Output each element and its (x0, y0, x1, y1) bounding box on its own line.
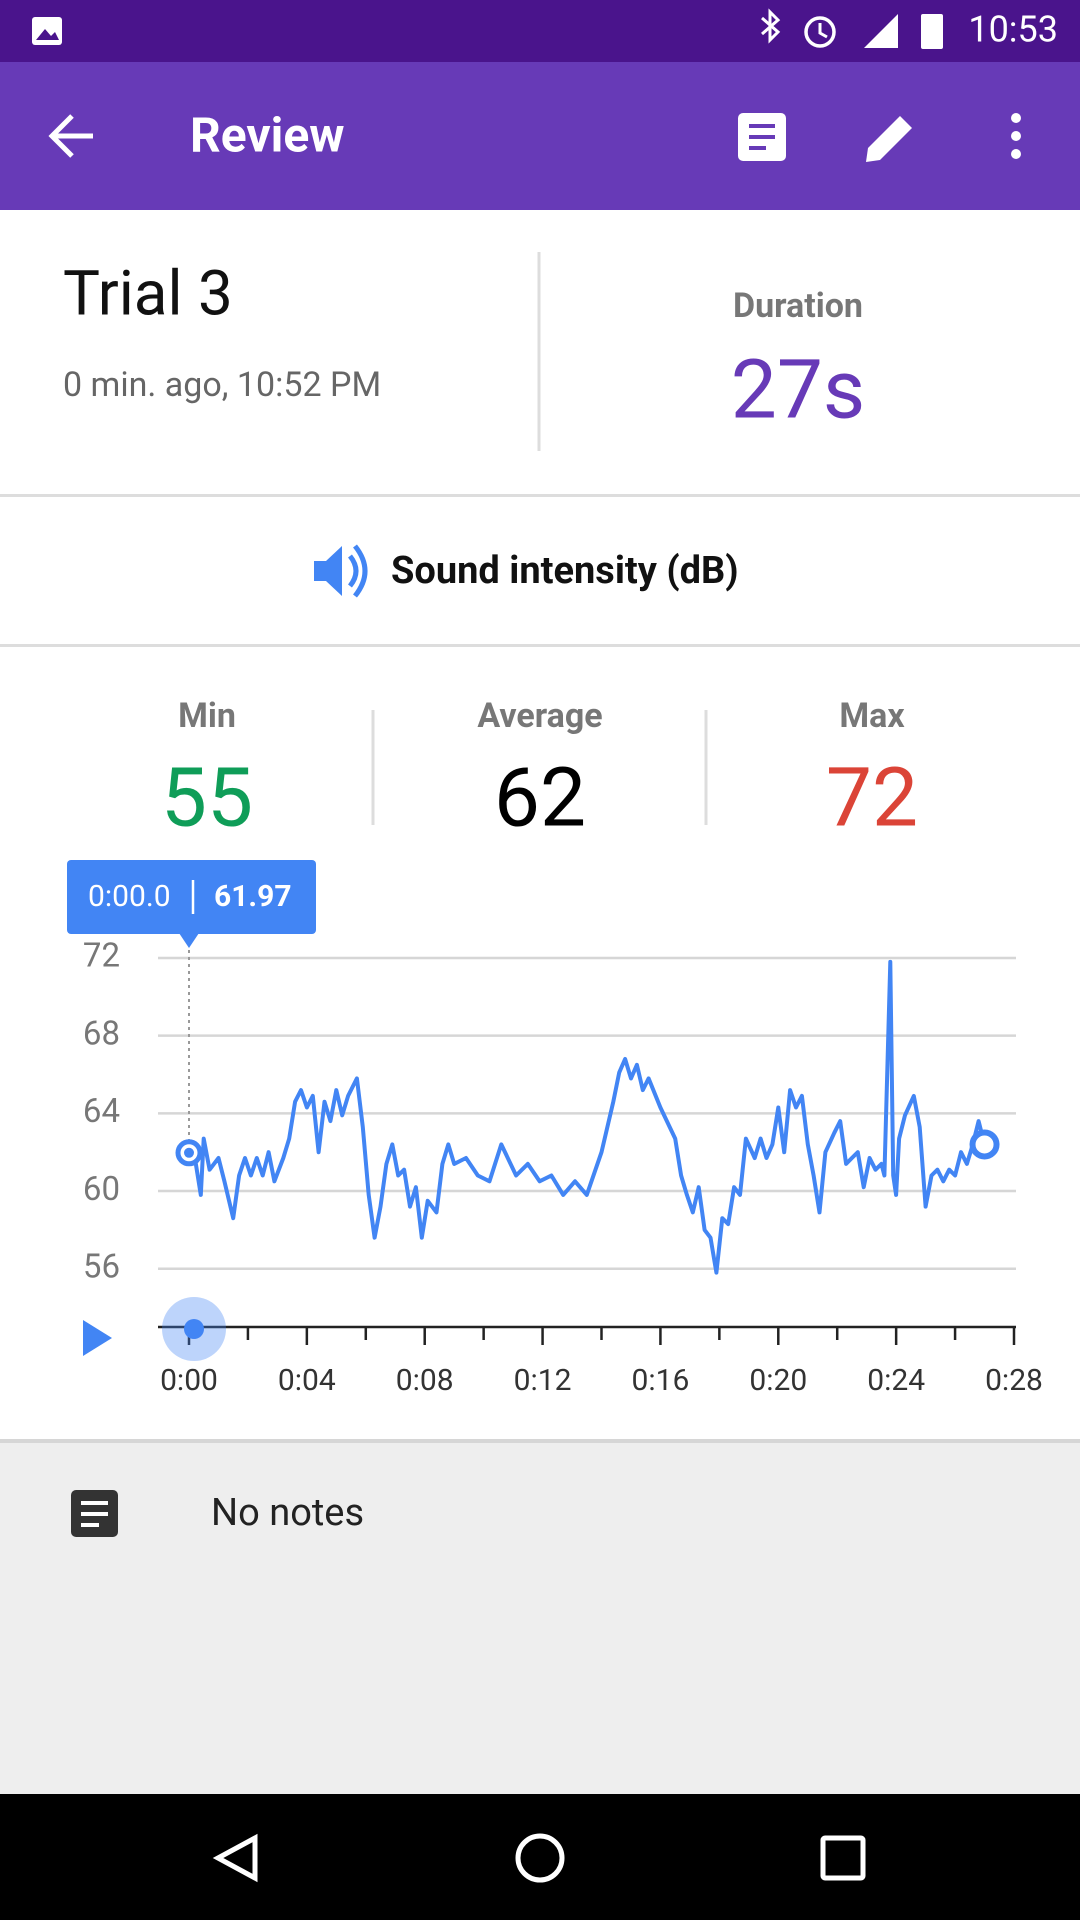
stat-value: 55 (161, 751, 253, 847)
tooltip-value: 61.97 (214, 879, 292, 914)
tooltip-pointer (179, 933, 199, 948)
tooltip-box (67, 860, 316, 934)
y-tick-label: 60 (83, 1170, 120, 1209)
image-icon (32, 17, 62, 45)
y-tick-label: 56 (83, 1247, 120, 1286)
status-time: 10:53 (968, 9, 1058, 51)
bluetooth-icon (761, 8, 781, 44)
y-tick-label: 68 (83, 1014, 120, 1053)
x-tick-label: 0:12 (514, 1363, 572, 1398)
play-button[interactable] (83, 1320, 112, 1356)
speaker-icon (314, 544, 368, 598)
app-title: Review (190, 107, 345, 164)
x-tick-label: 0:28 (985, 1363, 1043, 1398)
status-bar (0, 0, 1080, 62)
stat-label: Min (178, 696, 236, 736)
nav-recents[interactable] (820, 1835, 866, 1881)
duration-label: Duration (733, 286, 863, 326)
divider (0, 644, 1080, 647)
sensor-card (0, 497, 1080, 1439)
signal-icon (864, 14, 898, 48)
notes-button[interactable] (738, 113, 786, 161)
trial-name: Trial 3 (63, 257, 233, 330)
sensor-name: Sound intensity (dB) (391, 549, 739, 593)
divider (0, 494, 1080, 497)
x-tick-label: 0:16 (631, 1363, 689, 1398)
app-bar (0, 62, 1080, 210)
more-button[interactable] (1011, 113, 1021, 159)
image-icon-glyph (36, 29, 59, 40)
alarm-icon (804, 16, 836, 48)
y-tick-label: 72 (83, 937, 120, 976)
x-tick-label: 0:20 (749, 1363, 807, 1398)
stat-value: 62 (494, 751, 586, 847)
data-line (187, 959, 987, 1275)
notes-icon (71, 1490, 118, 1537)
stat-label: Average (477, 696, 602, 736)
notes-text: No notes (211, 1491, 364, 1535)
scrubber-thumb[interactable] (184, 1319, 204, 1339)
trial-subtitle: 0 min. ago, 10:52 PM (63, 365, 381, 405)
cursor-dot (184, 1147, 194, 1158)
battery-icon (921, 14, 943, 49)
x-tick-label: 0:04 (278, 1363, 336, 1398)
duration-value: 27s (731, 343, 866, 439)
card-shadow (0, 1439, 1080, 1443)
end-point (969, 1129, 1000, 1160)
stat-value: 72 (826, 751, 918, 847)
alarm-hands (818, 23, 828, 39)
x-tick-label: 0:00 (160, 1363, 218, 1398)
x-tick-label: 0:08 (396, 1363, 454, 1398)
y-tick-label: 64 (83, 1092, 120, 1131)
edit-button[interactable] (866, 116, 912, 162)
nav-home[interactable] (515, 1833, 565, 1883)
x-tick-label: 0:24 (867, 1363, 925, 1398)
tooltip-time: 0:00.0 (88, 879, 171, 914)
nav-bar (0, 1794, 1080, 1920)
nav-back[interactable] (212, 1833, 258, 1883)
stat-label: Max (839, 696, 905, 736)
back-button[interactable] (48, 114, 93, 158)
